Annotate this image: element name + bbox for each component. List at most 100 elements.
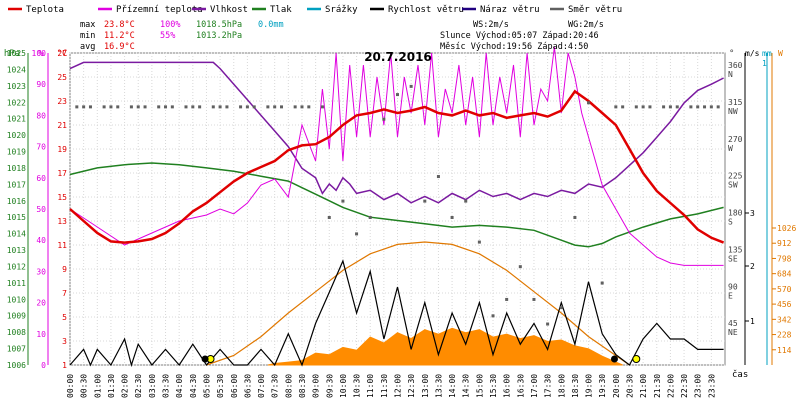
hpa-tick: 1025 xyxy=(7,49,26,58)
dir-tick-deg: 180 xyxy=(728,209,743,218)
stats-value: 0.0mm xyxy=(258,20,284,30)
wind-direction-point xyxy=(164,105,168,109)
temp-tick: 1 xyxy=(62,361,67,370)
dir-tick-deg: 270 xyxy=(728,135,743,144)
wind-direction-point xyxy=(245,105,249,109)
wm2-tick: 456 xyxy=(777,300,792,309)
wind-direction-point xyxy=(102,105,106,109)
time-tick: 10:00 xyxy=(339,374,348,398)
pct-tick: 90 xyxy=(36,80,46,89)
hpa-tick: 1011 xyxy=(7,279,26,288)
pct-tick: 10 xyxy=(36,330,46,339)
legend-label: Náraz větru xyxy=(480,5,540,15)
hpa-tick: 1007 xyxy=(7,345,26,354)
temp-axis-label: °C xyxy=(57,49,68,59)
ms-axis-label: m/s xyxy=(745,49,760,58)
pct-tick: 80 xyxy=(36,111,46,120)
stats-value: 1013.2hPa xyxy=(196,31,242,41)
stats-box: max 23.8°C 100% 1018.5hPa 0.0mm min 11.2°C 55% 1… xyxy=(80,20,604,52)
time-tick: 04:00 xyxy=(175,374,184,398)
wind-direction-point xyxy=(280,105,284,109)
time-tick: 06:30 xyxy=(243,374,252,398)
wind-direction-point xyxy=(464,199,468,203)
wind-direction-point xyxy=(198,105,202,109)
time-tick: 18:00 xyxy=(557,374,566,398)
humidity-line xyxy=(69,61,724,204)
time-axis-label: čas xyxy=(732,369,748,380)
time-tick: 06:00 xyxy=(230,374,239,398)
wind-direction-point xyxy=(109,105,113,109)
hpa-axis-label: hPa xyxy=(4,49,20,59)
temp-tick: 25 xyxy=(57,73,67,82)
time-tick: 14:00 xyxy=(448,374,457,398)
wind-direction-point xyxy=(157,105,161,109)
wm2-tick: 114 xyxy=(777,346,792,355)
time-tick: 03:30 xyxy=(162,374,171,398)
stats-value: min xyxy=(80,31,95,41)
time-tick: 22:30 xyxy=(680,374,689,398)
wind-direction-point xyxy=(587,101,591,105)
hpa-tick: 1020 xyxy=(7,131,26,140)
time-tick: 19:30 xyxy=(598,374,607,398)
ms-tick: 1 xyxy=(750,317,755,326)
wm2-tick: 798 xyxy=(777,254,792,263)
time-tick: 12:30 xyxy=(407,374,416,398)
wind-speed-line xyxy=(69,259,724,368)
wind-direction-point xyxy=(436,175,440,179)
wind-direction-point xyxy=(662,105,666,109)
hpa-tick: 1014 xyxy=(7,230,26,239)
temp-tick: 5 xyxy=(62,313,67,322)
legend-label: Teplota xyxy=(26,5,64,15)
time-tick: 11:30 xyxy=(380,374,389,398)
moonset-icon xyxy=(201,355,209,363)
wm2-tick: 570 xyxy=(777,285,792,294)
stats-ws: WS:2m/s xyxy=(473,20,509,30)
legend: Teplota Přízemní teplota Vlhkost Tlak Srážky… xyxy=(8,5,622,15)
wind-direction-point xyxy=(477,240,481,244)
legend-label: Srážky xyxy=(325,5,358,15)
sunset-icon xyxy=(632,355,641,363)
pct-tick: 50 xyxy=(36,205,46,214)
time-tick: 01:30 xyxy=(107,374,116,398)
wind-direction-point xyxy=(518,265,522,269)
wind-direction-point xyxy=(307,105,311,109)
temp-tick: 13 xyxy=(57,217,67,226)
wind-direction-point xyxy=(505,297,509,301)
wind-direction-point xyxy=(82,105,86,109)
wind-direction-point xyxy=(396,93,399,97)
stats-value: 1018.5hPa xyxy=(196,20,242,30)
wind-direction-point xyxy=(409,84,413,88)
time-tick: 09:30 xyxy=(325,374,334,398)
wind-direction-point xyxy=(614,105,618,109)
stats-value: 11.2°C xyxy=(104,31,135,41)
time-tick: 15:30 xyxy=(489,374,498,398)
wind-direction-point xyxy=(88,105,92,109)
wind-direction-point xyxy=(703,105,707,109)
wind-direction-point xyxy=(211,105,215,109)
dir-axis-label: ° xyxy=(729,49,734,59)
wind-direction-point xyxy=(266,105,270,109)
hpa-tick: 1021 xyxy=(7,115,26,124)
wind-direction-point xyxy=(675,105,679,109)
temp-tick: 11 xyxy=(57,241,67,250)
wind-direction-point xyxy=(709,105,713,109)
wind-direction-point xyxy=(191,105,195,109)
wind-direction-point xyxy=(716,105,720,109)
stats-value: 16.9°C xyxy=(104,42,135,52)
wind-direction-point xyxy=(382,117,386,121)
dir-tick-name: S xyxy=(728,218,733,227)
time-tick: 08:30 xyxy=(298,374,307,398)
dir-tick-name: NE xyxy=(728,328,738,337)
solar-radiation-line xyxy=(206,241,630,366)
dir-tick-name: E xyxy=(728,291,733,300)
temp-tick: 3 xyxy=(62,337,67,346)
pct-tick: 100 xyxy=(32,49,47,58)
wm2-tick: 1026 xyxy=(777,224,796,233)
pct-axis-label: % xyxy=(38,49,44,59)
wind-direction-point xyxy=(116,105,120,109)
dir-tick-deg: 315 xyxy=(728,98,743,107)
time-tick: 20:00 xyxy=(612,374,621,398)
hpa-tick: 1013 xyxy=(7,246,26,255)
moonrise-icon xyxy=(610,355,618,363)
